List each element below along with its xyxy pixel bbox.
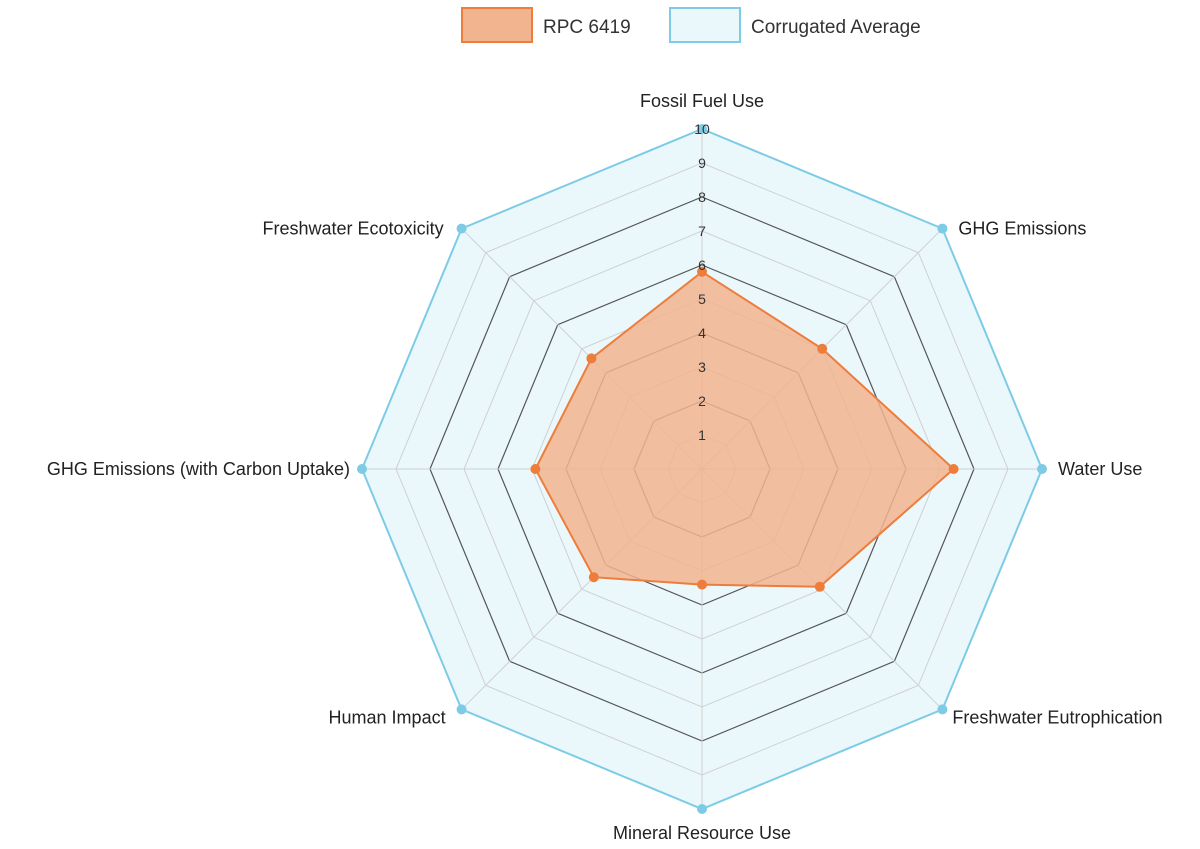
tick-label-6: 6 — [698, 257, 706, 273]
point-rpc-6419-3 — [948, 464, 959, 474]
point-rpc-6419-7 — [530, 464, 541, 474]
legend-swatch-rpc-6419 — [461, 7, 533, 43]
point-corrugated-average-7 — [357, 464, 367, 474]
axis-label-6: Human Impact — [329, 707, 446, 727]
legend-label-corrugated-average: Corrugated Average — [751, 17, 921, 38]
axis-label-8: Freshwater Ecotoxicity — [263, 219, 444, 239]
legend-item-corrugated-average[interactable]: Corrugated Average — [669, 7, 921, 43]
point-rpc-6419-1 — [697, 266, 707, 277]
axis-label-3: Water Use — [1058, 459, 1142, 479]
point-corrugated-average-8 — [456, 223, 467, 234]
point-rpc-6419-8 — [586, 353, 597, 364]
axis-label-2: GHG Emissions — [958, 219, 1086, 239]
tick-label-3: 3 — [698, 359, 706, 375]
tick-label-2: 2 — [698, 393, 706, 409]
point-corrugated-average-6 — [456, 704, 467, 715]
point-corrugated-average-1 — [697, 124, 707, 134]
point-rpc-6419-2 — [817, 343, 828, 354]
point-rpc-6419-4 — [814, 581, 825, 592]
tick-label-7: 7 — [698, 223, 706, 239]
point-corrugated-average-3 — [1037, 464, 1047, 474]
axis-label-5: Mineral Resource Use — [613, 823, 791, 843]
legend-item-rpc-6419[interactable]: RPC 6419 — [461, 7, 631, 43]
tick-label-10: 10 — [694, 121, 710, 137]
axis-label-4: Freshwater Eutrophication — [952, 707, 1162, 727]
point-rpc-6419-6 — [588, 572, 599, 583]
axis-label-7: GHG Emissions (with Carbon Uptake) — [47, 459, 350, 479]
tick-label-8: 8 — [698, 189, 706, 205]
tick-label-4: 4 — [698, 325, 706, 341]
tick-label-1: 1 — [698, 427, 706, 443]
legend-label-rpc-6419: RPC 6419 — [543, 17, 631, 38]
point-rpc-6419-5 — [697, 579, 707, 590]
legend-swatch-corrugated-average — [669, 7, 741, 43]
point-corrugated-average-5 — [697, 804, 707, 814]
tick-label-9: 9 — [698, 155, 706, 171]
plot-area: 1 2 3 4 5 6 7 8 9 10 Fossil Fuel Use GHG Emissions W… — [47, 91, 1163, 843]
legend: RPC 6419 Corrugated Average — [461, 7, 921, 43]
point-corrugated-average-2 — [937, 223, 948, 234]
tick-label-5: 5 — [698, 291, 706, 307]
point-corrugated-average-4 — [937, 704, 948, 715]
axis-label-1: Fossil Fuel Use — [640, 91, 764, 111]
